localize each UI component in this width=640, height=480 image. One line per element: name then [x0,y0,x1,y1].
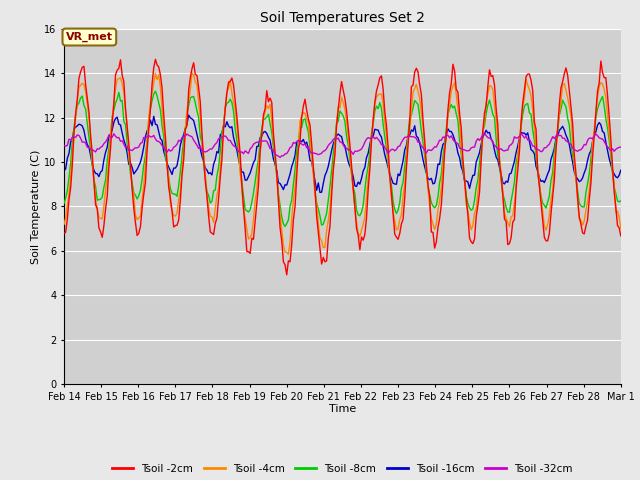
X-axis label: Time: Time [329,405,356,414]
Legend: Tsoil -2cm, Tsoil -4cm, Tsoil -8cm, Tsoil -16cm, Tsoil -32cm: Tsoil -2cm, Tsoil -4cm, Tsoil -8cm, Tsoi… [108,460,577,478]
Text: VR_met: VR_met [66,32,113,42]
Y-axis label: Soil Temperature (C): Soil Temperature (C) [31,149,41,264]
Title: Soil Temperatures Set 2: Soil Temperatures Set 2 [260,11,425,25]
